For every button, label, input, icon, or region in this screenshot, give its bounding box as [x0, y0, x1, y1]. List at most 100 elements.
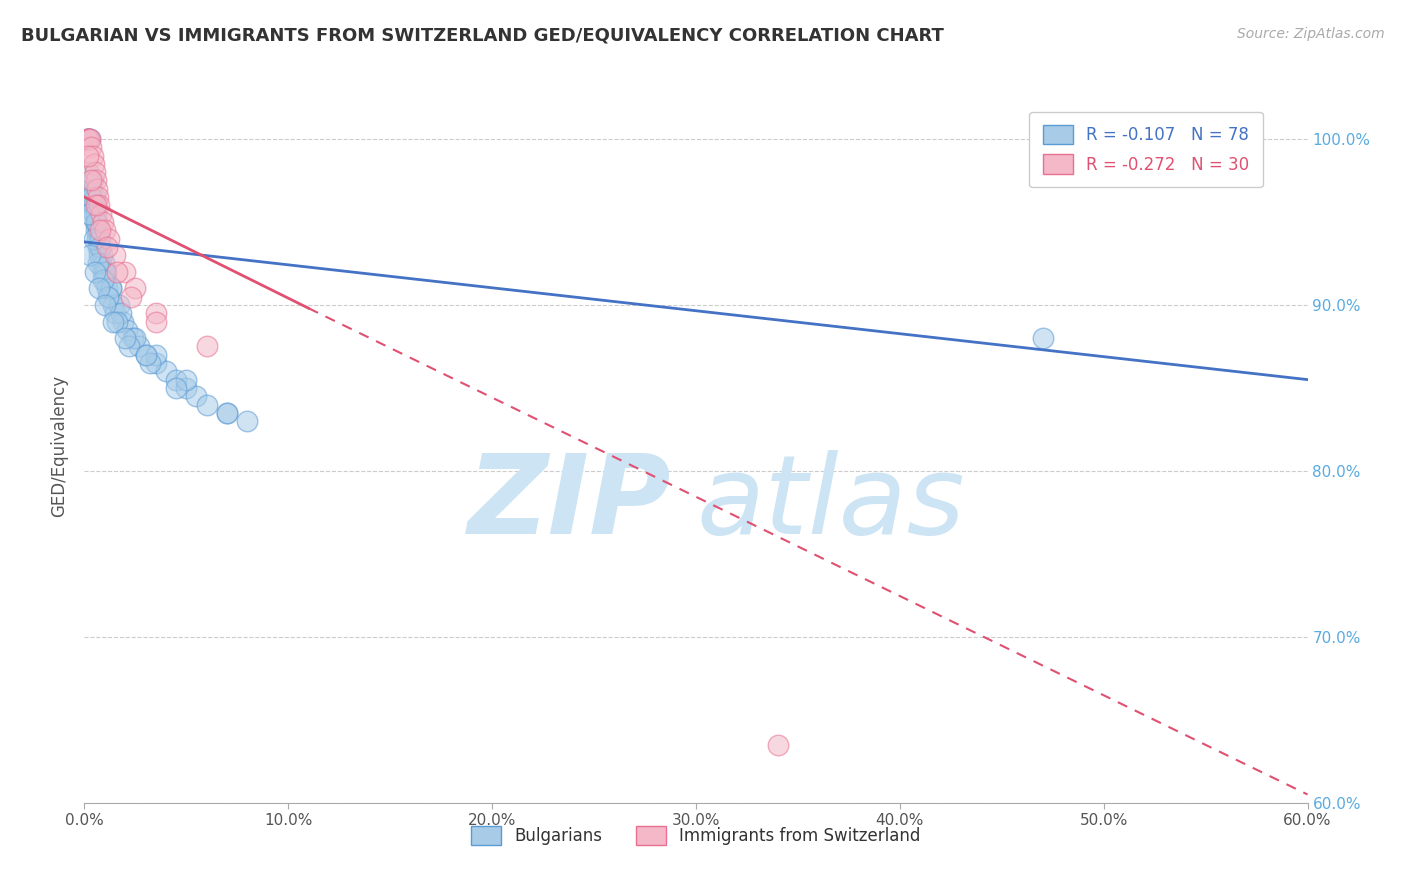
Point: [76, 132, 98, 146]
Legend: Bulgarians, Immigrants from Switzerland: Bulgarians, Immigrants from Switzerland: [464, 819, 928, 852]
Point: [83, 157, 105, 171]
Point: [114, 265, 136, 279]
Point: [80, 140, 103, 154]
Point: [93, 256, 115, 270]
Point: [145, 306, 167, 320]
Point: [84, 223, 107, 237]
Point: [96, 240, 118, 254]
Text: BULGARIAN VS IMMIGRANTS FROM SWITZERLAND GED/EQUIVALENCY CORRELATION CHART: BULGARIAN VS IMMIGRANTS FROM SWITZERLAND…: [21, 27, 943, 45]
Point: [83, 198, 105, 212]
Point: [82, 190, 104, 204]
Point: [174, 373, 197, 387]
Point: [89, 240, 111, 254]
Point: [101, 314, 124, 328]
Point: [114, 331, 136, 345]
Point: [80, 190, 103, 204]
Point: [91, 215, 114, 229]
Point: [96, 281, 118, 295]
Point: [90, 207, 112, 221]
Point: [79, 132, 101, 146]
Point: [93, 265, 115, 279]
Point: [217, 406, 239, 420]
Point: [84, 215, 107, 229]
Point: [124, 281, 146, 295]
Point: [115, 323, 138, 337]
Point: [145, 356, 167, 370]
Point: [84, 173, 107, 187]
Point: [77, 148, 100, 162]
Point: [77, 132, 100, 146]
Point: [79, 132, 101, 146]
Point: [87, 248, 110, 262]
Point: [80, 173, 103, 187]
Point: [97, 290, 120, 304]
Point: [84, 207, 107, 221]
Point: [86, 190, 108, 204]
Point: [87, 281, 110, 295]
Point: [83, 165, 105, 179]
Point: [79, 207, 101, 221]
Y-axis label: GED/Equivalency: GED/Equivalency: [51, 375, 69, 517]
Point: [217, 406, 239, 420]
Point: [89, 223, 111, 237]
Point: [105, 265, 128, 279]
Point: [91, 273, 114, 287]
Point: [100, 281, 122, 295]
Point: [100, 281, 122, 295]
Point: [195, 339, 218, 353]
Point: [93, 273, 115, 287]
Point: [91, 265, 114, 279]
Point: [79, 248, 101, 262]
Point: [97, 231, 120, 245]
Point: [86, 182, 108, 196]
Point: [174, 381, 197, 395]
Point: [155, 364, 177, 378]
Point: [89, 240, 111, 254]
Point: [1032, 331, 1054, 345]
Point: [89, 231, 111, 245]
Point: [120, 290, 142, 304]
Point: [83, 190, 105, 204]
Point: [135, 348, 157, 362]
Point: [145, 348, 167, 362]
Point: [97, 290, 120, 304]
Point: [104, 306, 127, 320]
Point: [82, 198, 104, 212]
Point: [128, 339, 150, 353]
Point: [122, 331, 145, 345]
Point: [101, 298, 124, 312]
Point: [135, 348, 157, 362]
Point: [77, 132, 100, 146]
Point: [186, 389, 208, 403]
Point: [93, 223, 115, 237]
Point: [80, 182, 103, 196]
Point: [87, 231, 110, 245]
Point: [112, 314, 135, 328]
Point: [87, 198, 110, 212]
Point: [84, 215, 107, 229]
Point: [86, 215, 108, 229]
Point: [195, 397, 218, 411]
Point: [84, 198, 107, 212]
Point: [86, 231, 108, 245]
Point: [124, 331, 146, 345]
Text: Source: ZipAtlas.com: Source: ZipAtlas.com: [1237, 27, 1385, 41]
Point: [79, 132, 101, 146]
Point: [82, 148, 104, 162]
Point: [105, 314, 128, 328]
Point: [79, 132, 101, 146]
Point: [766, 738, 789, 752]
Text: atlas: atlas: [696, 450, 965, 557]
Point: [83, 231, 105, 245]
Point: [86, 256, 108, 270]
Point: [108, 298, 131, 312]
Point: [138, 356, 160, 370]
Point: [87, 240, 110, 254]
Point: [93, 298, 115, 312]
Point: [77, 165, 100, 179]
Point: [76, 132, 98, 146]
Point: [94, 265, 117, 279]
Point: [118, 339, 141, 353]
Point: [83, 265, 105, 279]
Point: [83, 207, 105, 221]
